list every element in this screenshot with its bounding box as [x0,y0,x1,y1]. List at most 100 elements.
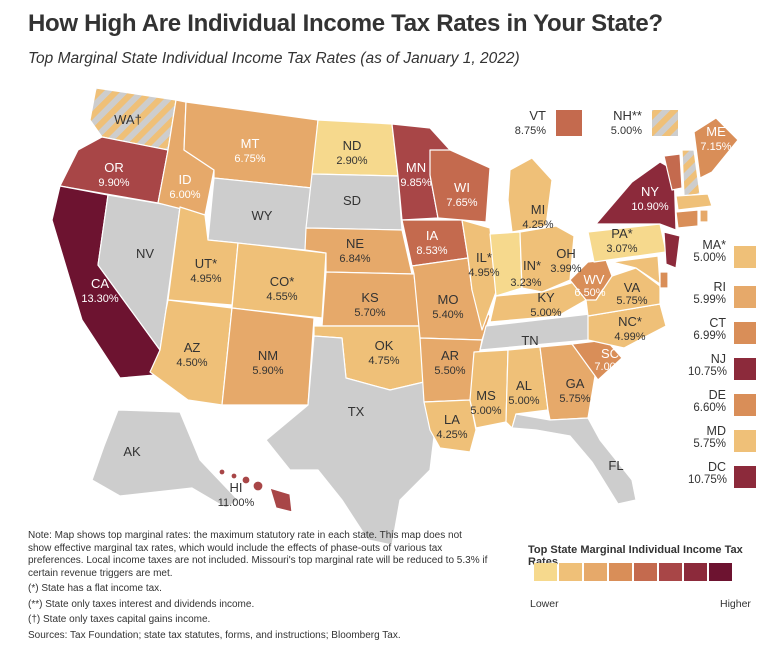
note-main: Note: Map shows top marginal rates: the … [28,530,488,579]
label-HI: HI 11.00% [218,480,255,509]
state-WV [569,259,613,301]
side-box-DE: DE 6.60% [693,388,726,414]
state-FL [511,413,637,505]
label-OR: OR 9.90% [98,160,129,189]
swatch-MD [734,430,756,452]
note-capgains: (†) State only taxes capital gains incom… [28,614,211,625]
note-sources: Sources: Tax Foundation; state tax statu… [28,629,401,641]
label-IA: IA 8.53% [416,228,447,257]
label-NM: NM 5.90% [252,348,283,377]
legend-swatch-6 [659,563,682,581]
label-IL: IL* 4.95% [468,250,499,279]
state-MS [469,349,509,429]
legend-swatch-3 [584,563,607,581]
side-box-MA: MA* 5.00% [693,238,726,264]
state-MA [675,193,713,211]
label-WY: WY [252,208,273,223]
side-box-RI: RI 5.99% [693,280,726,306]
page-subtitle: Top Marginal State Individual Income Tax… [28,50,520,67]
side-box-MD: MD 5.75% [693,424,726,450]
label-SC: SC 7.00% [594,346,625,373]
svg-text:NH**5.00%: NH** 5.00% [611,108,642,137]
label-AZ: AZ 4.50% [176,340,207,369]
swatch-NJ [734,358,756,380]
label-GA: GA 5.75% [559,376,590,405]
state-CT [675,209,699,229]
label-NY: NY 10.90% [631,184,669,213]
legend-swatch-8 [709,563,732,581]
legend-swatch-7 [684,563,707,581]
state-AK [91,409,239,509]
state-labels: WA† OR 9.90% CA 13.30% NV ID 6.00% MT 6.75% … [81,112,731,509]
label-CO: CO* 4.55% [266,274,297,303]
state-RI [699,209,709,223]
swatch-DE [734,394,756,416]
legend-swatch-5 [634,563,657,581]
state-DE [659,271,669,289]
swatch-MA [734,246,756,268]
label-PA: PA* 3.07% [606,226,637,255]
label-TN: TN [521,333,538,348]
label-WI: WI 7.65% [446,180,477,209]
label-IN: IN* 3.23% [510,258,541,289]
legend-high-label: Higher [720,598,751,610]
label-TX: TX [348,404,365,419]
state-MD [611,255,661,285]
label-CA: CA 13.30% [81,276,119,305]
state-VT [663,153,683,191]
notes: Note: Map shows top marginal rates: the … [28,530,488,645]
side-box-CT: CT 6.99% [693,316,726,342]
label-LA: LA 4.25% [436,412,467,441]
label-AR: AR 5.50% [434,348,465,377]
label-SD: SD [343,193,361,208]
callout-NH: NH** 5.00% [611,108,678,137]
state-TX [265,335,437,546]
legend-scale [534,563,732,581]
label-AL: AL 5.00% [508,378,539,407]
side-box-NJ: NJ 10.75% [688,352,728,378]
label-KS: KS 5.70% [354,290,385,319]
label-OK: OK 4.75% [368,338,399,367]
legend-swatch-1 [534,563,557,581]
state-WI [429,149,491,223]
state-NJ [663,231,681,269]
svg-text:VT8.75%: VT 8.75% [515,108,546,137]
legend-swatch-2 [559,563,582,581]
label-NC: NC* 4.99% [614,314,645,343]
legend-swatch-4 [609,563,632,581]
label-VA: VA 5.75% [616,280,647,307]
side-box-DC: DC 10.75% [688,460,728,486]
state-MI [507,157,553,233]
state-OR [59,136,169,204]
note-flat: (*) State has a flat income tax. [28,583,162,594]
label-AK: AK [123,444,141,459]
note-interest: (**) State only taxes interest and divid… [28,598,255,610]
label-MN: MN 9.85% [400,160,431,189]
label-MT: MT 6.75% [234,136,265,165]
swatch-DC [734,466,756,488]
label-UT: UT* 4.95% [190,256,221,285]
swatch-CT [734,322,756,344]
label-WA: WA† [114,112,142,127]
state-ME [693,117,739,179]
label-ME: ME 7.15% [700,124,731,153]
page-title: How High Are Individual Income Tax Rates… [28,10,663,37]
label-NV: NV [136,246,154,261]
label-MS: MS 5.00% [470,388,501,417]
label-MO: MO 5.40% [432,292,463,321]
state-IL [461,219,497,331]
label-ID: ID 6.00% [169,172,200,201]
state-HI [218,468,293,513]
callout-VT: VT 8.75% [515,108,582,137]
state-NY [595,161,677,231]
label-WV: WV 6.50% [574,272,605,299]
label-NE: NE 6.84% [339,236,370,265]
label-FL: FL [608,458,623,473]
label-ND: ND 2.90% [336,138,367,167]
swatch-RI [734,286,756,308]
label-KY: KY 5.00% [530,290,561,319]
label-MI: MI 4.25% [522,202,553,231]
label-OH: OH 3.99% [550,246,581,275]
legend-low-label: Lower [530,598,559,610]
